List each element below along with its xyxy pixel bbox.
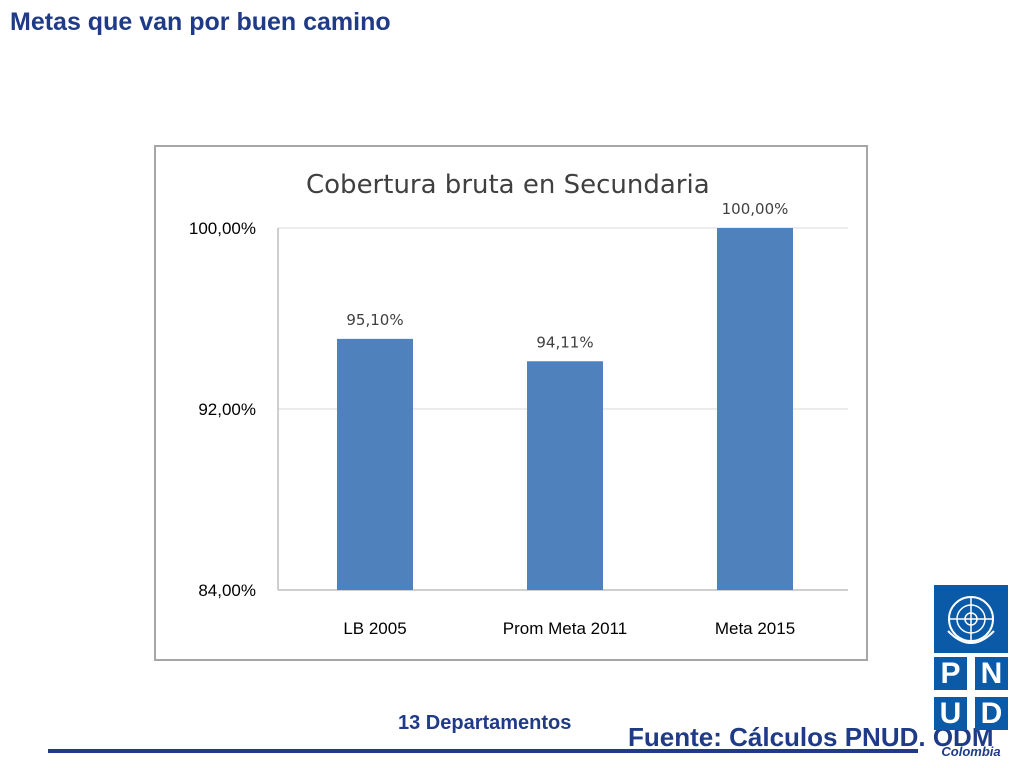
- data-label: 94,11%: [536, 333, 593, 351]
- data-label: 95,10%: [346, 311, 403, 329]
- departments-subtitle: 13 Departamentos: [398, 712, 572, 734]
- x-tick-label: Meta 2015: [715, 619, 795, 638]
- y-tick-label: 92,00%: [198, 400, 256, 419]
- y-tick-label: 100,00%: [189, 219, 256, 238]
- logo-letter-3: U: [934, 697, 967, 730]
- bar: [717, 228, 793, 590]
- slide-title: Metas que van por buen camino: [10, 8, 391, 36]
- x-tick-label: Prom Meta 2011: [503, 619, 627, 638]
- logo-letter-1: P: [934, 657, 967, 690]
- logo-letter-2: N: [975, 657, 1008, 690]
- logo-letter-4: D: [975, 697, 1008, 730]
- bar: [337, 338, 413, 590]
- logo-country: Colombia: [941, 744, 1001, 759]
- chart-frame: Cobertura bruta en Secundaria 84,00% 92,00…: [154, 145, 868, 661]
- x-tick-label: LB 2005: [343, 619, 406, 638]
- bar-chart: Cobertura bruta en Secundaria 84,00% 92,00…: [189, 170, 848, 638]
- un-emblem-icon: [934, 585, 1008, 653]
- pnud-logo: P N U D Colombia: [934, 585, 1008, 761]
- chart-title: Cobertura bruta en Secundaria: [306, 170, 710, 200]
- source-note: Fuente: Cálculos PNUD. ODM: [628, 722, 994, 752]
- footer-rule: [48, 749, 918, 753]
- data-label: 100,00%: [722, 200, 789, 218]
- y-tick-label: 84,00%: [198, 581, 256, 600]
- bar: [527, 361, 603, 590]
